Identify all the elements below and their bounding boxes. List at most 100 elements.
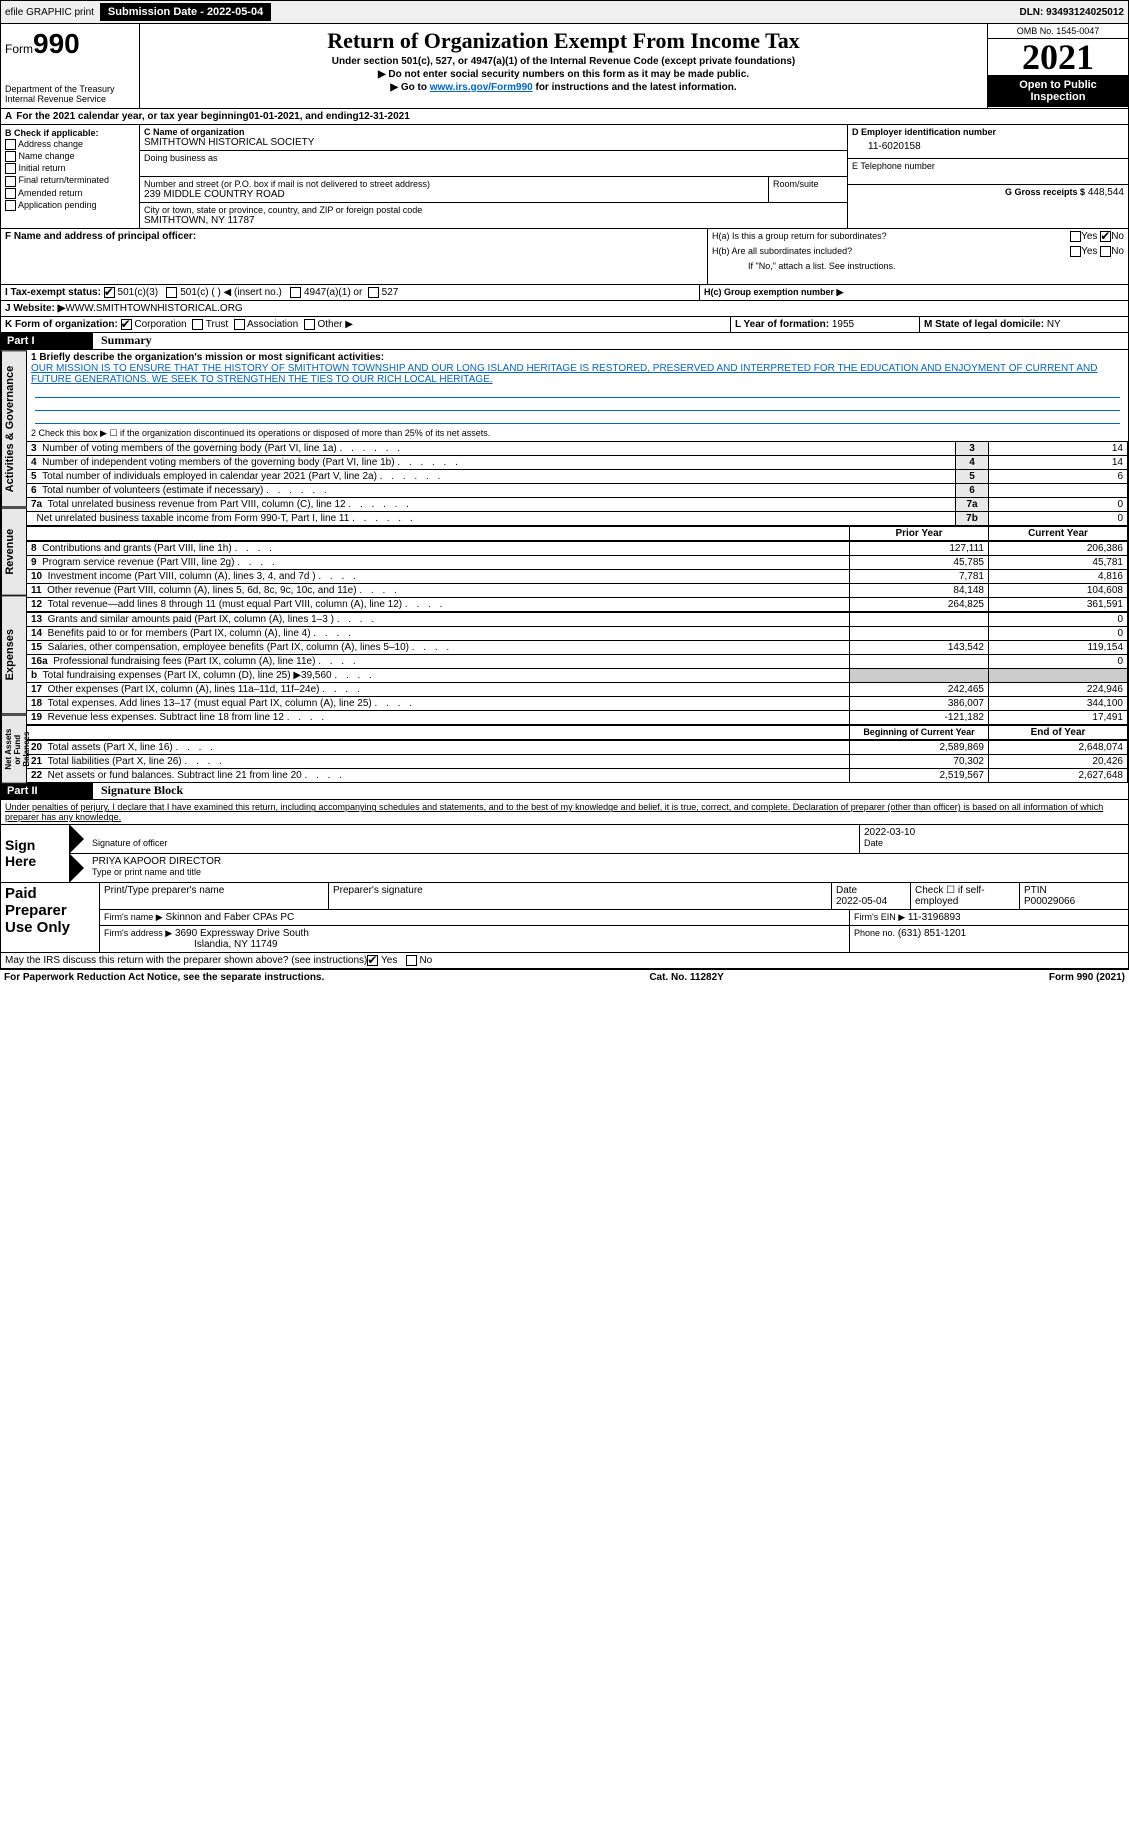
checkbox-discuss-yes[interactable] xyxy=(367,955,378,966)
checkbox-final-return[interactable] xyxy=(5,176,16,187)
paid-preparer-block: Paid Preparer Use Only Print/Type prepar… xyxy=(1,883,1128,953)
checkbox-ha-no[interactable] xyxy=(1100,231,1111,242)
sig-date: 2022-03-10 xyxy=(864,827,1124,838)
form-number: 990 xyxy=(33,28,80,59)
checkbox-ha-yes[interactable] xyxy=(1070,231,1081,242)
ssn-warning: ▶ Do not enter social security numbers o… xyxy=(148,69,979,80)
part2-header-row: Part II Signature Block xyxy=(1,783,1128,800)
table-row: 15 Salaries, other compensation, employe… xyxy=(27,641,1128,655)
checkbox-initial-return[interactable] xyxy=(5,163,16,174)
table-row: 19 Revenue less expenses. Subtract line … xyxy=(27,711,1128,725)
part1-badge: Part I xyxy=(1,333,93,349)
box-b: B Check if applicable: Address change Na… xyxy=(1,125,140,228)
checkbox-discuss-no[interactable] xyxy=(406,955,417,966)
table-row: 14 Benefits paid to or for members (Part… xyxy=(27,627,1128,641)
ptin: P00029066 xyxy=(1024,896,1124,907)
sig-arrow-icon xyxy=(70,825,84,853)
submission-date-button[interactable]: Submission Date - 2022-05-04 xyxy=(100,3,271,21)
side-governance: Activities & Governance xyxy=(1,350,27,507)
col-header-2: Beginning of Current Year End of Year xyxy=(27,725,1128,740)
table-row: 4 Number of independent voting members o… xyxy=(27,456,1128,470)
checkbox-corp[interactable] xyxy=(121,319,132,330)
form-header: Form990 Department of the Treasury Inter… xyxy=(1,24,1128,109)
checkbox-hb-no[interactable] xyxy=(1100,246,1111,257)
table-row: 20 Total assets (Part X, line 16) . . . … xyxy=(27,741,1128,755)
checkbox-501c3[interactable] xyxy=(104,287,115,298)
mission-block: 1 Briefly describe the organization's mi… xyxy=(27,350,1128,426)
sign-here-block: Sign Here Signature of officer 2022-03-1… xyxy=(1,825,1128,883)
firm-ein: 11-3196893 xyxy=(908,912,961,923)
table-row: Net unrelated business taxable income fr… xyxy=(27,512,1128,526)
penalty-text: Under penalties of perjury, I declare th… xyxy=(1,800,1128,825)
prep-date: 2022-05-04 xyxy=(836,896,906,907)
open-public-badge: Open to Public Inspection xyxy=(988,75,1128,107)
irs-link[interactable]: www.irs.gov/Form990 xyxy=(430,82,533,93)
box-j: J Website: ▶ WWW.SMITHTOWNHISTORICAL.ORG xyxy=(1,301,1128,317)
table-row: 6 Total number of volunteers (estimate i… xyxy=(27,484,1128,498)
firm-name: Skinnon and Faber CPAs PC xyxy=(165,912,294,923)
sign-here-label: Sign Here xyxy=(1,825,70,882)
table-row: 11 Other revenue (Part VIII, column (A),… xyxy=(27,584,1128,598)
tax-year: 2021 xyxy=(988,39,1128,75)
box-deg: D Employer identification number 11-6020… xyxy=(847,125,1128,228)
line2: 2 Check this box ▶ ☐ if the organization… xyxy=(27,426,1128,441)
header-right: OMB No. 1545-0047 2021 Open to Public In… xyxy=(987,24,1128,108)
table-row: 8 Contributions and grants (Part VIII, l… xyxy=(27,542,1128,556)
side-expenses: Expenses xyxy=(1,595,27,714)
officer-name: PRIYA KAPOOR DIRECTOR xyxy=(92,856,1124,867)
rev-table: 8 Contributions and grants (Part VIII, l… xyxy=(27,541,1128,612)
header-left: Form990 Department of the Treasury Inter… xyxy=(1,24,140,108)
checkbox-4947[interactable] xyxy=(290,287,301,298)
checkbox-name-change[interactable] xyxy=(5,151,16,162)
box-f: F Name and address of principal officer: xyxy=(1,229,708,284)
org-street: 239 MIDDLE COUNTRY ROAD xyxy=(144,189,764,200)
dln-label: DLN: 93493124025012 xyxy=(1019,7,1124,18)
org-name: SMITHTOWN HISTORICAL SOCIETY xyxy=(144,137,843,148)
checkbox-hb-yes[interactable] xyxy=(1070,246,1081,257)
page-footer: For Paperwork Reduction Act Notice, see … xyxy=(0,970,1129,985)
form-subtitle: Under section 501(c), 527, or 4947(a)(1)… xyxy=(148,56,979,67)
gov-table: 3 Number of voting members of the govern… xyxy=(27,441,1128,526)
bcdeg-block: B Check if applicable: Address change Na… xyxy=(1,125,1128,229)
efile-label: efile GRAPHIC print xyxy=(5,7,94,18)
checkbox-trust[interactable] xyxy=(192,319,203,330)
part1-header-row: Part I Summary xyxy=(1,333,1128,350)
checkbox-amended[interactable] xyxy=(5,188,16,199)
table-row: 7a Total unrelated business revenue from… xyxy=(27,498,1128,512)
box-h: H(a) Is this a group return for subordin… xyxy=(708,229,1128,284)
form-title: Return of Organization Exempt From Incom… xyxy=(148,28,979,54)
i-hc-row: I Tax-exempt status: 501(c)(3) 501(c) ( … xyxy=(1,285,1128,301)
checkbox-address-change[interactable] xyxy=(5,139,16,150)
table-row: 21 Total liabilities (Part X, line 26) .… xyxy=(27,755,1128,769)
header-center: Return of Organization Exempt From Incom… xyxy=(140,24,987,108)
checkbox-app-pending[interactable] xyxy=(5,200,16,211)
net-table: 20 Total assets (Part X, line 16) . . . … xyxy=(27,740,1128,783)
mission-text: OUR MISSION IS TO ENSURE THAT THE HISTOR… xyxy=(31,363,1124,385)
klm-row: K Form of organization: Corporation Trus… xyxy=(1,317,1128,333)
year-formation: 1955 xyxy=(832,319,854,330)
fh-block: F Name and address of principal officer:… xyxy=(1,229,1128,285)
checkbox-501c[interactable] xyxy=(166,287,177,298)
table-row: 16a Professional fundraising fees (Part … xyxy=(27,655,1128,669)
box-c: C Name of organization SMITHTOWN HISTORI… xyxy=(140,125,847,228)
period-row: A For the 2021 calendar year, or tax yea… xyxy=(1,109,1128,125)
website: WWW.SMITHTOWNHISTORICAL.ORG xyxy=(65,303,242,314)
checkbox-527[interactable] xyxy=(368,287,379,298)
table-row: 13 Grants and similar amounts paid (Part… xyxy=(27,613,1128,627)
checkbox-other[interactable] xyxy=(304,319,315,330)
table-row: 5 Total number of individuals employed i… xyxy=(27,470,1128,484)
irs-label: Internal Revenue Service xyxy=(5,94,135,104)
ein: 11-6020158 xyxy=(852,137,1124,156)
sig-arrow-icon-2 xyxy=(70,854,84,882)
col-header-1: Prior Year Current Year xyxy=(27,526,1128,541)
firm-addr1: 3690 Expressway Drive South xyxy=(175,928,309,939)
paid-preparer-label: Paid Preparer Use Only xyxy=(1,883,100,952)
checkbox-assoc[interactable] xyxy=(234,319,245,330)
part2-badge: Part II xyxy=(1,783,93,799)
gross-receipts: 448,544 xyxy=(1088,187,1124,198)
efile-topbar: efile GRAPHIC print Submission Date - 20… xyxy=(0,0,1129,24)
table-row: b Total fundraising expenses (Part IX, c… xyxy=(27,669,1128,683)
table-row: 10 Investment income (Part VIII, column … xyxy=(27,570,1128,584)
state-domicile: NY xyxy=(1047,319,1061,330)
side-netassets: Net Assets or Fund Balances xyxy=(1,715,27,784)
